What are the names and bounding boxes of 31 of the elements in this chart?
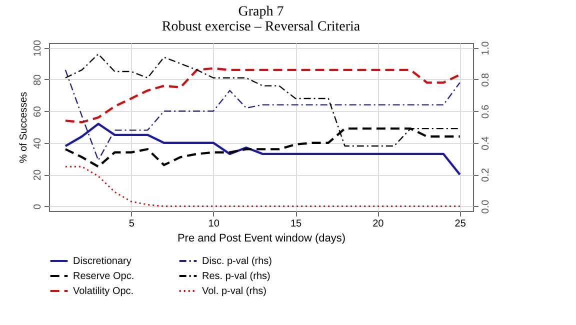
- legend-label: Discretionary: [73, 256, 132, 267]
- legend-label: Disc. p-val (rhs): [202, 256, 272, 267]
- chart-subtitle: Robust exercise – Reversal Criteria: [162, 19, 361, 34]
- x-tick-label: 15: [290, 218, 302, 230]
- y2-tick-label: 0.4: [480, 136, 492, 150]
- y-tick-label: 80: [32, 74, 44, 86]
- x-axis-title: Pre and Post Event window (days): [177, 232, 346, 244]
- legend-label: Volatility Opc.: [73, 286, 134, 297]
- legend-label: Res. p-val (rhs): [202, 271, 270, 282]
- y2-tick-label: 0.0: [480, 199, 492, 214]
- y-tick-label: 100: [32, 39, 44, 57]
- y2-tick-label: 1.0: [480, 40, 492, 56]
- x-tick-label: 10: [208, 218, 220, 230]
- line-series: [64, 166, 461, 207]
- y-axis-title: % of Successes: [18, 92, 30, 164]
- y-tick-label: 60: [32, 106, 44, 118]
- x-tick-label: 5: [128, 218, 135, 230]
- line-series: [64, 67, 461, 124]
- x-tick-label: 25: [454, 218, 466, 230]
- y-tick-label: 20: [32, 169, 44, 181]
- y-tick-label: 0: [32, 204, 44, 210]
- y-tick-label: 40: [32, 137, 44, 149]
- legend-label: Reserve Opc.: [73, 271, 134, 282]
- y2-tick-label: 0.6: [480, 104, 492, 119]
- x-tick-label: 20: [372, 218, 384, 230]
- legend-label: Vol. p-val (rhs): [202, 286, 266, 297]
- chart-title: Graph 7: [238, 4, 284, 20]
- line-series: [64, 69, 460, 161]
- y2-tick-label: 0.2: [480, 168, 492, 182]
- line-series: [64, 122, 461, 176]
- y2-tick-label: 0.8: [480, 72, 492, 87]
